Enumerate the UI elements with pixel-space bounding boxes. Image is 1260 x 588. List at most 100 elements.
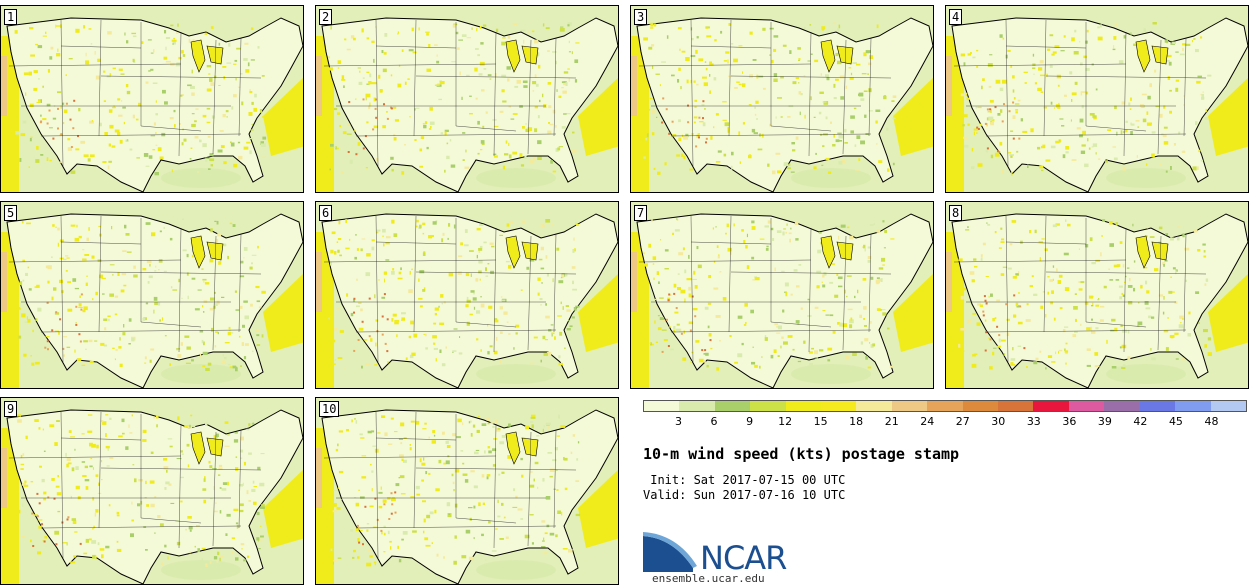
wind-speckle <box>891 100 895 102</box>
wind-speckle <box>1133 287 1136 292</box>
wind-speckle <box>995 79 1001 84</box>
wind-hotspot <box>55 543 58 546</box>
wind-hotspot <box>59 318 62 321</box>
wind-speckle <box>1173 143 1176 146</box>
wind-speckle <box>563 113 567 115</box>
wind-speckle <box>863 90 868 92</box>
wind-speckle <box>438 98 442 101</box>
wind-speckle <box>1040 91 1044 93</box>
wind-speckle <box>711 63 714 66</box>
wind-speckle <box>1080 62 1083 66</box>
state-boundary <box>1005 241 1087 245</box>
wind-speckle <box>236 47 241 50</box>
wind-speckle <box>396 334 398 338</box>
postage-stamp-panel: 8 <box>945 201 1249 389</box>
wind-speckle <box>105 414 109 416</box>
wind-speckle <box>1085 68 1090 71</box>
wind-speckle <box>731 151 734 156</box>
wind-speckle <box>85 282 88 286</box>
wind-speckle <box>150 348 155 351</box>
wind-speckle <box>705 352 709 356</box>
wind-speckle <box>961 287 966 291</box>
wind-speckle <box>1125 129 1128 133</box>
wind-speckle <box>145 165 150 167</box>
wind-speckle <box>75 485 80 490</box>
offshore-wind-band <box>316 56 322 116</box>
wind-speckle <box>881 257 886 262</box>
wind-speckle <box>726 223 729 228</box>
wind-speckle <box>419 148 423 152</box>
wind-speckle <box>1047 276 1050 278</box>
wind-speckle <box>972 56 976 59</box>
wind-speckle <box>1118 285 1123 288</box>
wind-speckle <box>568 549 573 553</box>
wind-speckle <box>415 107 420 109</box>
wind-speckle <box>357 67 361 69</box>
wind-speckle <box>336 507 341 510</box>
wind-speckle <box>89 442 93 447</box>
wind-speckle <box>160 523 164 527</box>
wind-speckle <box>107 31 112 35</box>
wind-speckle <box>203 300 208 303</box>
wind-speckle <box>1205 327 1209 329</box>
offshore-wind-band <box>1 448 7 508</box>
wind-speckle <box>1082 130 1086 135</box>
wind-speckle <box>158 259 163 263</box>
wind-speckle <box>128 424 130 428</box>
wind-speckle <box>1057 84 1060 87</box>
wind-speckle <box>649 97 653 100</box>
wind-speckle <box>391 219 395 224</box>
wind-speckle <box>170 24 174 27</box>
state-boundary <box>770 321 832 328</box>
wind-speckle <box>534 461 539 465</box>
wind-speckle <box>1062 154 1066 159</box>
wind-hotspot <box>347 151 350 153</box>
wind-speckle <box>262 136 267 140</box>
wind-speckle <box>576 458 579 461</box>
wind-speckle <box>241 101 244 106</box>
wind-speckle <box>182 218 184 220</box>
wind-speckle <box>94 512 97 517</box>
wind-speckle <box>397 33 399 35</box>
wind-speckle <box>963 114 968 118</box>
wind-speckle <box>476 338 479 341</box>
wind-speckle <box>676 154 680 157</box>
wind-speckle <box>523 39 525 44</box>
wind-speckle <box>986 222 988 224</box>
wind-speckle <box>460 450 464 452</box>
wind-speckle <box>670 294 672 296</box>
wind-speckle <box>751 128 756 133</box>
wind-speckle <box>131 32 136 35</box>
wind-speckle <box>830 121 832 124</box>
wind-speckle <box>720 30 723 34</box>
wind-speckle <box>376 229 381 232</box>
wind-speckles <box>13 218 266 372</box>
wind-speckle <box>796 285 800 288</box>
wind-speckle <box>155 144 158 146</box>
wind-speckle <box>191 92 195 96</box>
wind-speckle <box>692 308 698 311</box>
wind-speckle <box>243 461 246 466</box>
wind-speckle <box>767 220 771 224</box>
state-boundary <box>100 75 262 79</box>
wind-speckle <box>214 345 217 348</box>
wind-speckle <box>1011 171 1013 176</box>
wind-speckle <box>657 171 661 175</box>
wind-speckle <box>489 345 493 348</box>
wind-speckle <box>480 140 485 144</box>
wind-speckle <box>500 296 503 298</box>
wind-speckle <box>859 314 862 318</box>
wind-speckle <box>365 167 368 169</box>
wind-speckle <box>562 90 567 94</box>
wind-speckle <box>231 551 234 554</box>
wind-speckle <box>74 287 79 290</box>
wind-speckle <box>1039 165 1044 169</box>
wind-speckle <box>538 258 543 261</box>
wind-speckle <box>231 537 236 540</box>
wind-speckle <box>691 38 694 41</box>
wind-speckle <box>67 138 71 141</box>
wind-speckle <box>408 289 413 294</box>
wind-speckle <box>1200 159 1204 162</box>
wind-speckle <box>464 166 470 169</box>
wind-speckle <box>1204 344 1207 348</box>
